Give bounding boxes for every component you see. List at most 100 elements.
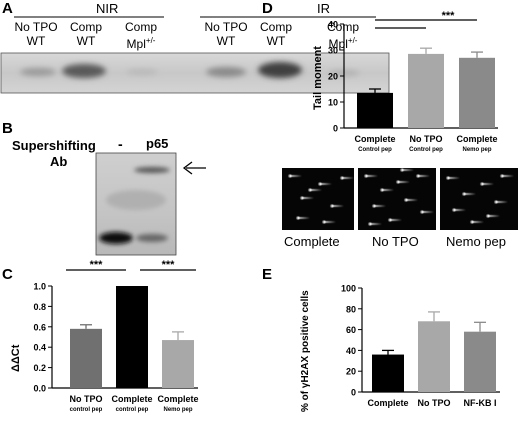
comet-tail-18: [448, 176, 460, 180]
chart-d-category-label-2: Complete: [456, 134, 497, 144]
comet-tail-6: [324, 220, 336, 224]
chart-e-category-label-1: No TPO: [418, 398, 451, 408]
comet-tail-20: [482, 182, 494, 186]
chart-e-ytick-label-4: 80: [346, 304, 356, 314]
comet-head-11: [371, 203, 377, 209]
chart-c-ytick-label-3: 0.6: [33, 322, 46, 332]
comet-head-18: [445, 175, 451, 181]
chart-e-category-label-0: Complete: [367, 398, 408, 408]
gel-a-band-3: [126, 69, 158, 75]
comet-tail-13: [390, 218, 402, 222]
comet-head-12: [403, 197, 409, 203]
gel-a-band-1: [20, 68, 56, 76]
chart-d-sig-label: ***: [442, 10, 456, 22]
group-label-ir: IR: [317, 1, 330, 16]
chart-c-bar-2: [162, 340, 194, 388]
comet-head-16: [367, 221, 373, 227]
comet-head-5: [339, 175, 345, 181]
panel-b-letter: B: [2, 120, 13, 137]
comet-label-nemo-pep: Nemo pep: [446, 234, 506, 249]
chart-c-category-sublabel-2: Nemo pep: [163, 407, 192, 413]
gel-a-band-2: [62, 64, 106, 78]
chart-c-category-label-2: Complete: [157, 394, 198, 404]
comet-head-24: [499, 173, 505, 179]
comet-head-13: [387, 217, 393, 223]
chart-e-ytick-label-5: 100: [341, 284, 356, 294]
comet-tail-3: [332, 204, 344, 208]
comet-tail-23: [496, 200, 508, 204]
lane-label-a2: Comp WT: [69, 20, 102, 48]
comet-tail-10: [398, 180, 410, 184]
supershift-label-ab: Ab: [50, 154, 68, 169]
chart-e-bar-1: [418, 321, 450, 392]
chart-e-ytick-label-0: 0: [351, 388, 356, 398]
chart-d-category-label-0: Complete: [354, 134, 395, 144]
lane-label-a3: Comp Mpl+/-: [124, 20, 157, 51]
comet-head-1: [299, 195, 305, 201]
comet-head-14: [415, 173, 421, 179]
comet-tail-7: [310, 188, 322, 192]
comet-head-19: [461, 191, 467, 197]
comet-tail-14: [418, 174, 430, 178]
comet-head-10: [395, 179, 401, 185]
chart-c-ytick-label-5: 1.0: [33, 282, 46, 292]
comet-label-complete: Complete: [284, 234, 340, 249]
gel-a-band-4: [206, 67, 246, 77]
comet-tail-0: [290, 174, 302, 178]
comet-head-0: [287, 173, 293, 179]
comet-head-23: [493, 199, 499, 205]
group-label-nir: NIR: [96, 1, 119, 16]
comet-head-2: [317, 181, 323, 187]
comet-head-8: [363, 173, 369, 179]
comet-tail-22: [472, 220, 484, 224]
comet-tail-9: [382, 188, 394, 192]
chart-e-bar-0: [372, 354, 404, 392]
comet-head-4: [295, 215, 301, 221]
comet-head-3: [329, 203, 335, 209]
chart-c-ytick-label-2: 0.4: [33, 343, 46, 353]
comet-label-no-tpo: No TPO: [372, 234, 419, 249]
lane-label-b-p65: p65: [146, 136, 169, 151]
comet-tail-1: [302, 196, 314, 200]
panel-d-letter: D: [262, 0, 273, 17]
panel-a-letter: A: [2, 0, 13, 17]
chart-e-ytick-label-3: 60: [346, 325, 356, 335]
chart-c-category-label-0: No TPO: [70, 394, 103, 404]
comet-tail-17: [402, 168, 414, 172]
chart-c-sig-label-1: ***: [162, 259, 176, 271]
comet-tail-15: [422, 210, 434, 214]
comet-tail-8: [366, 174, 378, 178]
chart-c-category-sublabel-1: control pep: [116, 407, 149, 413]
panel-e-letter: E: [262, 266, 273, 283]
chart-d-bar-0: [357, 92, 393, 128]
comet-tail-2: [320, 182, 332, 186]
comet-tail-16: [370, 222, 382, 226]
comet-tail-12: [406, 198, 418, 202]
comet-tail-11: [374, 204, 386, 208]
chart-c-category-label-1: Complete: [111, 394, 152, 404]
comet-head-25: [485, 213, 491, 219]
gel-a-band-5: [258, 62, 302, 78]
chart-c-bar-1: [116, 286, 148, 388]
chart-e-ytick-label-2: 40: [346, 346, 356, 356]
gel-b-supershift-band: [134, 167, 170, 173]
chart-c-sig-label-0: ***: [90, 259, 104, 271]
gel-b-band-p65: [136, 234, 168, 242]
chart-d-ytick-label-3: 30: [328, 46, 338, 56]
chart-d-ytick-label-1: 10: [328, 98, 338, 108]
chart-d-ytick-label-4: 40: [328, 20, 338, 30]
chart-d-category-label-1: No TPO: [410, 134, 443, 144]
comet-head-20: [479, 181, 485, 187]
comet-tail-21: [454, 208, 466, 212]
comet-head-15: [419, 209, 425, 215]
lane-label-a1: No TPO WT: [14, 20, 58, 48]
comet-tail-25: [488, 214, 500, 218]
chart-d-category-sublabel-0: Control pep: [358, 147, 392, 153]
chart-e-bar-2: [464, 331, 496, 392]
supershift-label: Supershifting: [12, 138, 96, 153]
chart-e-category-label-2: NF-KB I: [464, 398, 497, 408]
chart-d-bar-1: [408, 53, 444, 128]
